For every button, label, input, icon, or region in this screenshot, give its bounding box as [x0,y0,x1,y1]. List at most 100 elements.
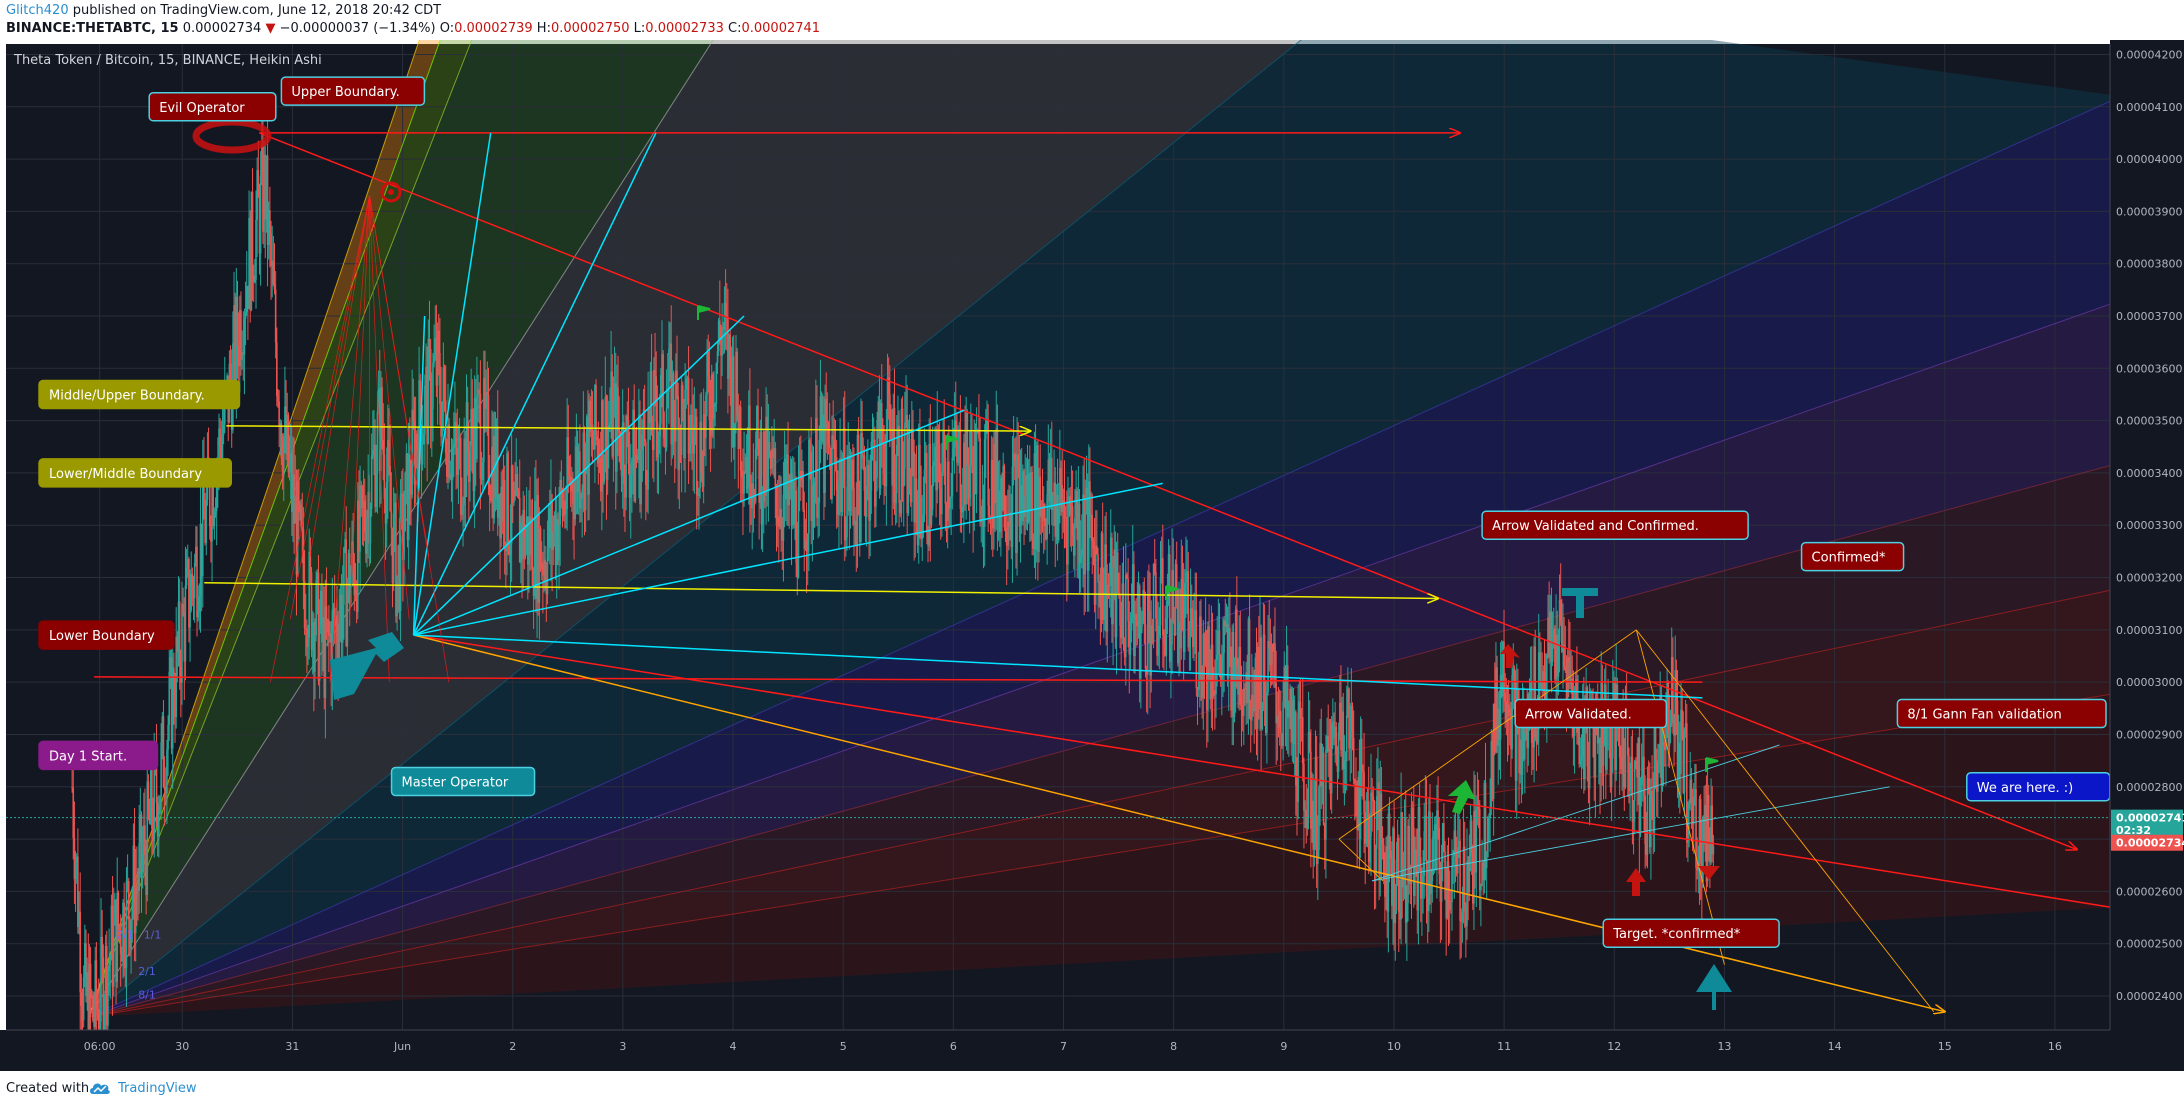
candle-body [1372,796,1375,801]
callout-text: Arrow Validated and Confirmed. [1492,519,1699,534]
callout-text: 8/1 Gann Fan validation [1907,708,2061,723]
ray-line[interactable] [1338,629,1637,840]
ray-line[interactable] [309,195,370,557]
tradingview-link[interactable]: TradingView [118,1081,197,1096]
ray-line[interactable] [369,195,450,683]
candle-body [1350,705,1353,732]
ray-line[interactable] [369,195,410,620]
ray-line[interactable] [349,195,370,620]
target-confirmed-callout[interactable]: Target. *confirmed* [1602,918,1780,948]
teal-up-arrow-icon[interactable] [1696,964,1732,1010]
gann-fan-validation-callout[interactable]: 8/1 Gann Fan validation [1896,698,2107,729]
ray-line[interactable] [269,195,370,683]
candle-body [211,480,213,542]
trend-line[interactable] [413,634,1703,699]
red-down-arrow-icon[interactable] [1698,866,1720,880]
trend-line[interactable] [413,482,1163,636]
upper-boundary-callout[interactable]: Upper Boundary. [280,76,426,106]
candle-body [111,905,114,987]
trend-line[interactable] [412,132,492,636]
ray-line[interactable] [1635,629,1725,965]
arrow-validated-callout[interactable]: Arrow Validated. [1514,698,1668,729]
drawn-shapes[interactable] [192,118,1732,1010]
candle-body [1096,545,1098,555]
candle-body [236,296,239,346]
confirmed-callout[interactable]: Confirmed* [1800,541,1905,572]
candle-body [938,444,941,489]
price-tick-label: 0.00003900 [2116,205,2182,218]
candle-body [832,435,834,440]
tradingview-cloud-icon[interactable] [88,1080,112,1096]
ray-line[interactable] [1371,744,1780,882]
trend-line[interactable] [259,132,2077,850]
candle-body [506,453,508,552]
red-up-marker-icon[interactable] [1626,868,1646,896]
ray-line[interactable] [1338,838,1384,882]
arrow-validated-confirmed-callout[interactable]: Arrow Validated and Confirmed. [1481,510,1749,540]
trend-line[interactable] [412,315,426,636]
evil-operator-callout[interactable]: Evil Operator [148,92,277,122]
lower-middle-boundary-callout[interactable]: Lower/Middle Boundary [38,458,232,488]
candle-body [931,466,934,510]
candle-body [1578,700,1581,765]
candle-body [1690,779,1693,804]
gann-fan-line [88,461,2122,1018]
day-one-start-callout[interactable]: Day 1 Start. [38,740,159,771]
candle-body [400,493,403,495]
candle-body [1360,738,1363,771]
candle-body [745,457,748,474]
trend-line[interactable] [413,634,2111,908]
annotation-callouts[interactable]: Evil Operator Upper Boundary. Middle/Upper… [38,76,2111,948]
candle-body [1304,809,1306,811]
candle-body [383,454,386,499]
price-chart[interactable]: 2/1 1/1 2/1 8/1 Evil Operator Upper Boundary… [0,40,2184,1071]
trend-line[interactable] [204,582,1438,599]
candle-body [875,477,877,507]
candle-body [980,520,983,523]
trend-line[interactable] [412,132,657,636]
candle-body [661,354,663,375]
sun-burst-marker[interactable] [380,181,402,203]
candle-body [1370,792,1372,837]
candle-body [127,881,130,920]
candle-body [1359,738,1362,840]
green-up-arrow-icon[interactable] [1448,780,1476,814]
middle-upper-boundary-callout[interactable]: Middle/Upper Boundary. [38,379,241,410]
candle-body [1459,840,1461,921]
candle-body [1133,564,1135,657]
candle-body [1185,572,1187,584]
candle-body [365,531,367,554]
candle-body [1061,484,1063,512]
ray-line[interactable] [329,195,370,683]
candle-body [765,416,767,496]
red-peak-arrow-icon[interactable] [1500,644,1520,668]
ray-line[interactable] [369,195,390,683]
candle-body [1226,623,1229,679]
price-axis[interactable]: 0.000024000.000025000.000026000.00002700… [2109,40,2184,1071]
candle-body [960,508,963,513]
candle-body [85,943,87,997]
ray-line[interactable] [1371,786,1890,882]
teal-top-marker-icon[interactable] [1562,588,1598,618]
candle-body [1588,705,1591,789]
author-link[interactable]: Glitch420 [6,3,69,18]
trend-line[interactable] [413,315,745,636]
candle-body [919,444,921,498]
master-operator-callout[interactable]: Master Operator [390,766,536,797]
ray-line[interactable] [289,195,370,620]
time-axis[interactable]: 06:00 30 31 Jun 2 3 4 5 6 7 8 9 10 11 12 13 14 15 16 [0,1029,2184,1071]
trend-line[interactable] [413,634,1945,1012]
evil-operator-marker[interactable] [192,118,272,154]
ray-line[interactable] [1635,629,1935,1012]
candle-body [88,963,91,1055]
candle-body [289,453,292,463]
lower-boundary-callout[interactable]: Lower Boundary [38,620,175,650]
candle-body [1428,811,1430,912]
candle-body [167,724,169,750]
master-operator-arrow-icon[interactable] [330,632,404,700]
we-are-here-callout[interactable]: We are here. :) [1966,772,2111,802]
callout-text: Day 1 Start. [49,749,127,764]
candle-body [1019,485,1022,527]
trend-line[interactable] [413,409,965,636]
candle-body [264,154,267,220]
